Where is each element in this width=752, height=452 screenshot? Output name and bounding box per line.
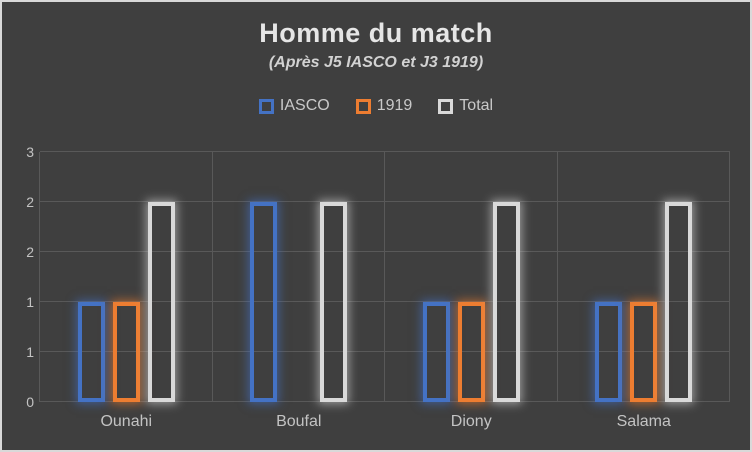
gridline-horizontal	[40, 201, 730, 202]
gridline-horizontal	[40, 401, 730, 402]
bar-slot	[595, 152, 623, 402]
y-axis-tick-label: 0	[26, 394, 34, 410]
bar-iasco-salama	[595, 302, 623, 402]
bar-1919-ounahi	[112, 302, 140, 402]
gridline-horizontal	[40, 301, 730, 302]
gridline-horizontal	[40, 351, 730, 352]
category-group-salama: Salama	[558, 152, 731, 430]
gridline-vertical	[39, 152, 40, 402]
bar-slot	[77, 152, 105, 402]
bar-total-salama	[665, 202, 693, 402]
chart-title: Homme du match	[259, 18, 493, 48]
legend-item-total: Total	[438, 97, 493, 115]
category-group-diony: Diony	[385, 152, 558, 430]
x-axis-category-label: Salama	[616, 413, 671, 430]
gridline-vertical	[384, 152, 385, 402]
legend-label: Total	[459, 97, 494, 114]
bar-iasco-ounahi	[77, 302, 105, 402]
bar-total-diony	[492, 202, 520, 402]
bar-slot	[147, 152, 175, 402]
legend: IASCO 1919 Total	[2, 97, 750, 115]
gridline-vertical	[556, 152, 558, 402]
bar-1919-salama	[630, 302, 658, 402]
gridline-horizontal	[40, 151, 730, 152]
y-axis: 3 2 2 1 1 0	[6, 144, 34, 410]
legend-item-iasco: IASCO	[258, 97, 330, 115]
y-axis-tick-label: 1	[26, 294, 34, 310]
x-axis-category-label: Ounahi	[100, 413, 153, 430]
y-axis-tick-label: 2	[26, 244, 34, 260]
category-group-boufal: Boufal	[213, 152, 386, 430]
bar-slot	[630, 152, 658, 402]
legend-label: IASCO	[279, 97, 330, 114]
bar-slot	[665, 152, 693, 402]
gridline-horizontal	[40, 251, 730, 252]
y-axis-tick-label: 3	[26, 144, 34, 160]
x-axis-category-label: Boufal	[276, 413, 322, 430]
bar-1919-diony	[457, 302, 485, 402]
legend-swatch-icon	[438, 98, 454, 114]
bar-slot	[320, 152, 348, 402]
bar-slot	[285, 152, 312, 402]
gridline-vertical	[211, 152, 213, 402]
bar-iasco-diony	[422, 302, 450, 402]
gridline-vertical	[729, 152, 730, 402]
category-group-ounahi: Ounahi	[40, 152, 213, 430]
bar-slot	[492, 152, 520, 402]
bar-iasco-boufal	[250, 202, 278, 402]
x-axis-category-label: Diony	[450, 413, 492, 430]
y-axis-tick-label: 1	[26, 344, 34, 360]
bar-slot	[457, 152, 485, 402]
legend-item-1919: 1919	[355, 97, 413, 115]
legend-swatch-icon	[355, 98, 371, 114]
legend-label: 1919	[376, 97, 413, 114]
bar-slot	[112, 152, 140, 402]
bar-slot	[250, 152, 278, 402]
bar-total-boufal	[320, 202, 348, 402]
chart-subtitle: (Après J5 IASCO et J3 1919)	[268, 54, 484, 71]
plot-area: Ounahi Boufal Diony Salama	[39, 151, 731, 430]
bar-total-ounahi	[147, 202, 175, 402]
y-axis-tick-label: 2	[26, 194, 34, 210]
bar-slot	[422, 152, 450, 402]
legend-swatch-icon	[258, 98, 274, 114]
